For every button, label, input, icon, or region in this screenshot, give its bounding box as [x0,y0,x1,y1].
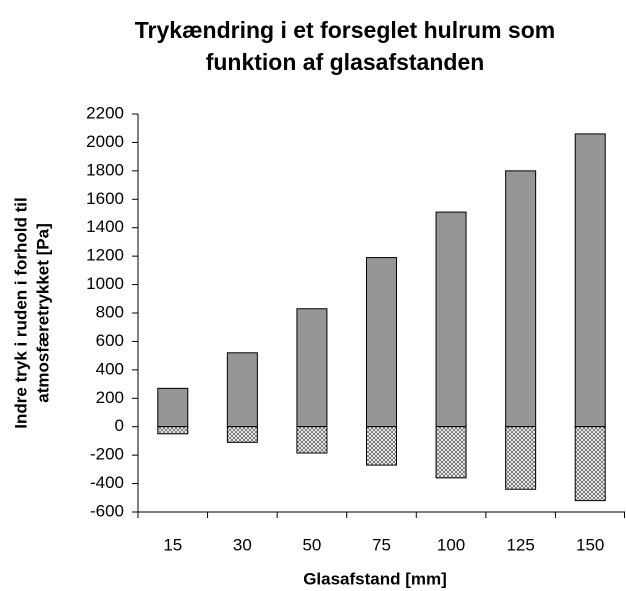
bar [226,426,258,443]
y-axis-label: Indre tryk i ruden i forhold til [11,197,30,428]
bar [435,211,467,428]
y-tick-label: -600 [90,501,124,520]
bar [296,426,328,454]
bar [296,308,328,428]
bar [157,426,189,435]
y-tick-label: 1400 [86,217,124,236]
y-tick-label: 1800 [86,160,124,179]
y-tick-label: 600 [96,331,124,350]
bar [505,426,537,490]
chart-title: Trykændring i et forseglet hulrum som [135,17,555,43]
x-tick-label: 150 [576,535,604,554]
x-tick-label: 75 [372,535,391,554]
y-tick-label: 200 [96,388,124,407]
y-tick-label: 2000 [86,132,124,151]
bar [226,352,258,428]
bar [366,257,397,428]
bar [574,426,606,502]
bar [366,426,397,466]
x-tick-label: 15 [163,535,182,554]
y-tick-label: 0 [115,416,124,435]
bar [435,426,467,479]
y-tick-label: 1600 [86,189,124,208]
y-tick-label: 2200 [86,103,124,122]
y-axis-label: atmosfæretrykket [Pa] [33,223,52,403]
x-tick-label: 100 [437,535,465,554]
bar [157,387,189,428]
x-tick-label: 50 [302,535,321,554]
y-tick-label: -200 [90,445,124,464]
y-tick-label: -400 [90,473,124,492]
chart-title: funktion af glasafstanden [206,49,485,75]
x-tick-label: 125 [506,535,534,554]
y-tick-label: 1200 [86,246,124,265]
bar [574,133,606,428]
x-axis-label: Glasafstand [mm] [303,569,447,588]
y-tick-label: 1000 [86,274,124,293]
y-tick-label: 400 [96,359,124,378]
y-tick-label: 800 [96,302,124,321]
x-tick-label: 30 [233,535,252,554]
bar [505,170,537,428]
